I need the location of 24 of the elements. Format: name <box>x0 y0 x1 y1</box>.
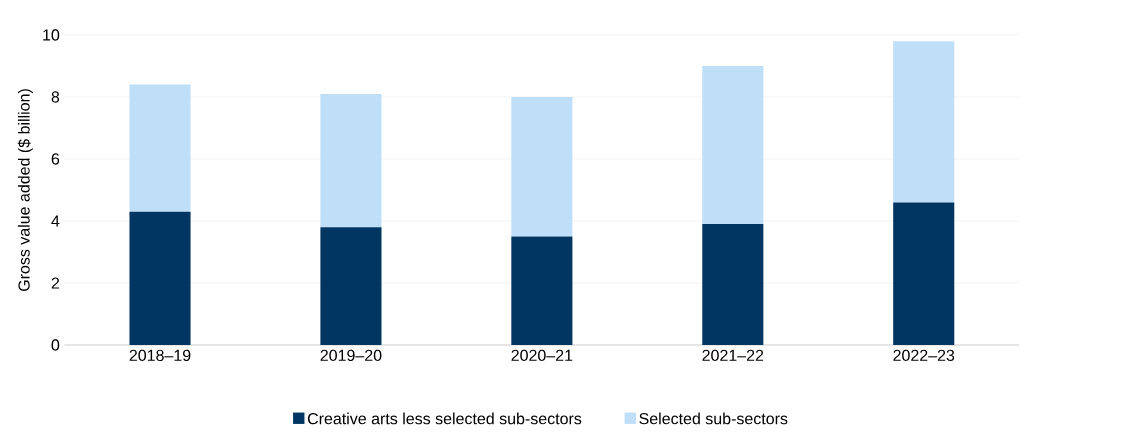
bar <box>893 202 955 345</box>
bar <box>511 236 573 345</box>
bar <box>702 65 764 225</box>
bar <box>320 227 382 345</box>
x-tick-label: 2019–20 <box>320 349 382 362</box>
x-tick-label: 2020–21 <box>511 349 573 362</box>
y-axis-title: Gross value added ($ billion) <box>17 89 33 292</box>
y-tick-label: 8 <box>51 91 60 103</box>
y-tick-label: 10 <box>43 29 60 41</box>
bar <box>129 211 191 345</box>
bar <box>129 84 191 212</box>
y-tick-label: 2 <box>51 277 60 289</box>
bar <box>702 224 764 345</box>
bar <box>511 96 573 237</box>
legend-label: Selected sub-sectors <box>639 412 788 425</box>
y-tick-label: 0 <box>51 339 60 351</box>
x-tick-label: 2022–23 <box>893 349 955 362</box>
bar <box>320 93 382 228</box>
x-tick-label: 2021–22 <box>702 349 764 362</box>
y-tick-label: 6 <box>51 153 60 165</box>
x-tick-label: 2018–19 <box>129 349 191 362</box>
legend-label: Creative arts less selected sub-sectors <box>307 412 582 425</box>
y-tick-label: 4 <box>51 215 60 227</box>
bar <box>893 41 955 203</box>
